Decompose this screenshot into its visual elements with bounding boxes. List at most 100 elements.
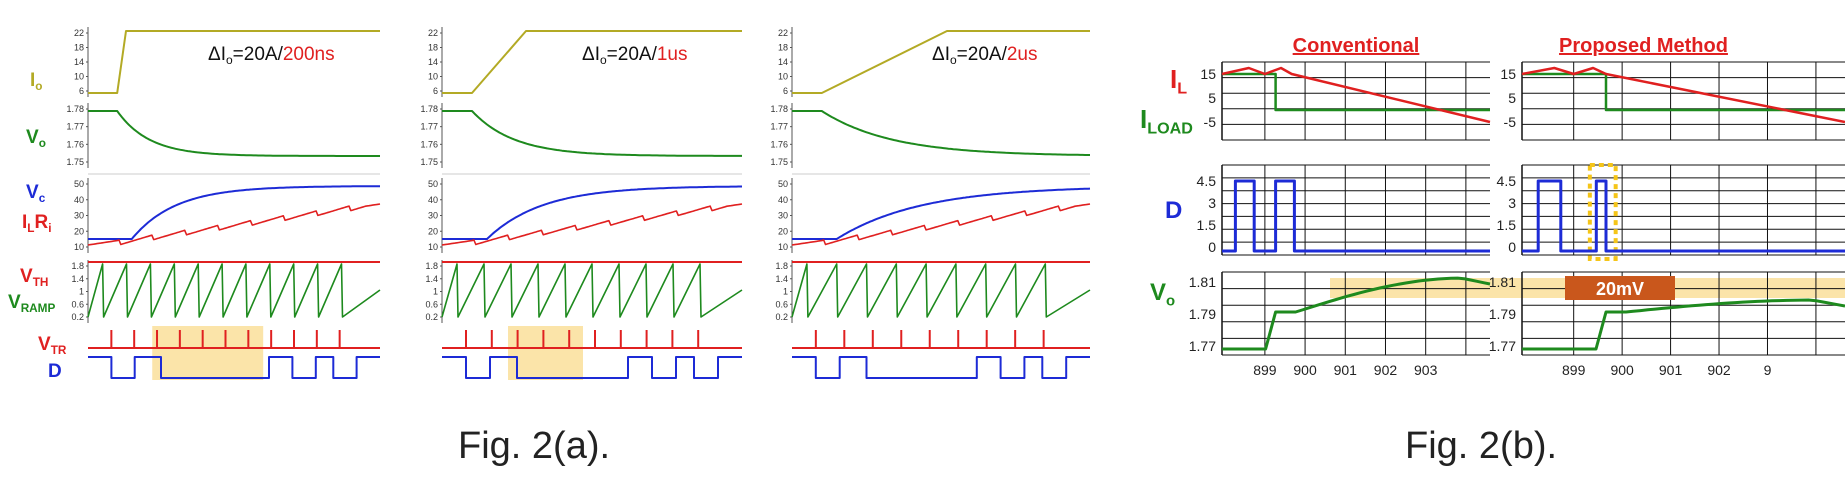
- d-trace-b: [1522, 179, 1845, 253]
- ilri-trace: [87, 203, 381, 246]
- tick-label: 18: [428, 43, 438, 53]
- tick-label: 1: [79, 287, 84, 297]
- tick-label: 18: [778, 43, 788, 53]
- vo-trace-b: [1222, 276, 1491, 351]
- tick-label: 18: [74, 43, 84, 53]
- d-trace: [88, 356, 380, 379]
- tick-label: 20: [428, 226, 438, 236]
- tick-label: 1.81: [1489, 274, 1516, 290]
- tick-label: 50: [778, 179, 788, 189]
- vo-trace: [88, 110, 380, 157]
- tick-label: 6: [79, 86, 84, 96]
- tick-label: 0.6: [425, 299, 438, 309]
- tick-label: 40: [778, 195, 788, 205]
- tick-label: 30: [428, 211, 438, 221]
- tick-label: 1.76: [66, 139, 84, 149]
- ilri-trace: [791, 203, 1091, 246]
- row-label-1: Vo: [26, 127, 46, 150]
- caption-fig-2a: Fig. 2(a).: [458, 425, 611, 467]
- tick-label: 1.76: [420, 139, 438, 149]
- tick-label: 1.5: [1497, 217, 1517, 233]
- tick-label: 0: [1508, 239, 1516, 255]
- x-tick-label: 9: [1764, 362, 1772, 378]
- tick-label: 10: [428, 242, 438, 252]
- tick-label: 1.75: [66, 157, 84, 167]
- tick-label: 1.78: [66, 104, 84, 114]
- tick-label: 22: [778, 28, 788, 38]
- tick-label: 15: [1500, 66, 1516, 82]
- caption-fig-2b: Fig. 2(b).: [1405, 425, 1558, 467]
- il-trace: [1221, 66, 1491, 124]
- tick-label: 1.75: [770, 157, 788, 167]
- tick-label: 1.78: [420, 104, 438, 114]
- row-label-vc: Vc: [26, 182, 46, 205]
- tick-label: 10: [428, 72, 438, 82]
- tick-label: 1.77: [66, 122, 84, 132]
- row-label-db: D: [1165, 197, 1182, 224]
- tick-label: 1.4: [71, 274, 84, 284]
- vc-trace: [88, 185, 380, 240]
- tick-label: 1.8: [71, 261, 84, 271]
- tick-label: 10: [778, 72, 788, 82]
- vc-trace: [442, 185, 742, 240]
- tick-label: 40: [74, 195, 84, 205]
- tick-label: 10: [74, 72, 84, 82]
- tick-label: 6: [433, 86, 438, 96]
- x-tick-label: 902: [1374, 362, 1398, 378]
- tick-label: 1.4: [775, 274, 788, 284]
- legend-iload: ILOAD: [1140, 104, 1193, 138]
- legend-il: IL: [1170, 64, 1187, 98]
- tick-label: 1: [783, 287, 788, 297]
- tick-label: 0.2: [425, 312, 438, 322]
- tick-label: 1.79: [1489, 306, 1516, 322]
- tick-label: 1.77: [1489, 338, 1516, 354]
- row-label-vth: VTH: [20, 266, 48, 289]
- vramp-trace: [441, 263, 743, 318]
- tick-label: 14: [428, 57, 438, 67]
- row-label-ilri: ILRi: [22, 212, 51, 235]
- tick-label: 30: [778, 211, 788, 221]
- delta-io-annotation: ΔIo=20A/2us: [932, 44, 1038, 67]
- tick-label: 1.77: [1189, 338, 1216, 354]
- io-trace: [792, 30, 1090, 94]
- tick-label: 0.2: [775, 312, 788, 322]
- tick-label: 1.8: [775, 261, 788, 271]
- d-trace: [792, 356, 1090, 379]
- tick-label: -5: [1204, 114, 1217, 130]
- tick-label: 1.76: [770, 139, 788, 149]
- row-label-vtr: VTR: [38, 334, 67, 357]
- io-trace: [88, 30, 380, 94]
- tick-label: -5: [1504, 114, 1517, 130]
- tick-label: 5: [1208, 90, 1216, 106]
- vc-trace: [792, 187, 1091, 240]
- burst-highlight: [508, 326, 583, 380]
- tick-label: 15: [1200, 66, 1216, 82]
- tick-label: 1.75: [420, 157, 438, 167]
- burst-highlight: [152, 326, 264, 380]
- delta-io-annotation: ΔIo=20A/1us: [582, 44, 688, 67]
- panel-title-1: Proposed Method: [1559, 35, 1728, 57]
- vramp-trace: [87, 263, 381, 318]
- tick-label: 22: [428, 28, 438, 38]
- tick-label: 0.6: [71, 299, 84, 309]
- vo-trace: [442, 110, 742, 157]
- tick-label: 6: [783, 86, 788, 96]
- panel-title-0: Conventional: [1293, 35, 1420, 57]
- row-label-0: Io: [30, 70, 42, 93]
- tick-label: 1.79: [1189, 306, 1216, 322]
- tick-label: 5: [1508, 90, 1516, 106]
- tick-label: 4.5: [1497, 173, 1517, 189]
- d-trace-b: [1222, 179, 1490, 253]
- x-tick-label: 902: [1707, 362, 1731, 378]
- tick-label: 50: [428, 179, 438, 189]
- tick-label: 30: [74, 211, 84, 221]
- tick-label: 0.2: [71, 312, 84, 322]
- x-tick-label: 903: [1414, 362, 1438, 378]
- tick-label: 1.5: [1197, 217, 1217, 233]
- x-tick-label: 900: [1293, 362, 1317, 378]
- tick-label: 10: [74, 242, 84, 252]
- row-label-vramp: VRAMP: [8, 292, 55, 315]
- ilri-trace: [441, 203, 743, 246]
- row-label-vob: Vo: [1150, 279, 1175, 309]
- tick-label: 14: [74, 57, 84, 67]
